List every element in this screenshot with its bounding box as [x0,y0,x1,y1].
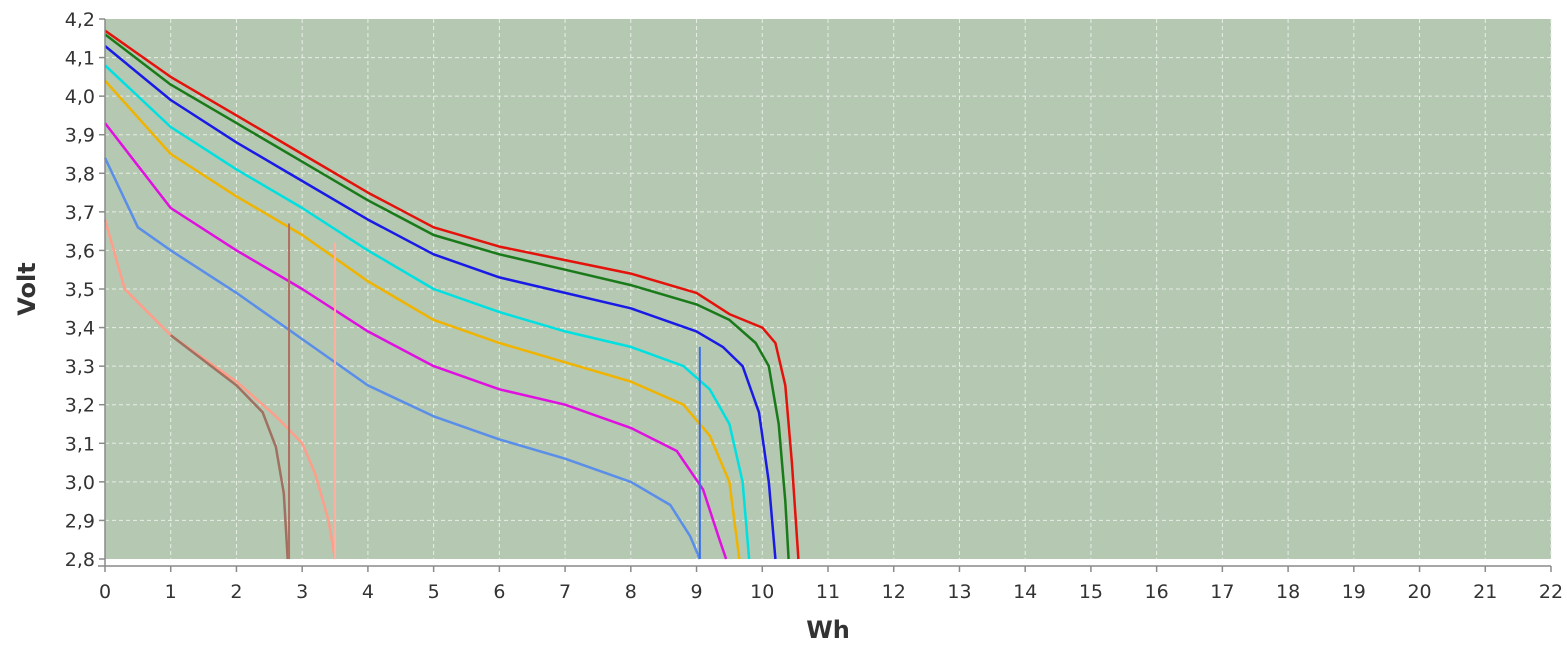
x-tick-label: 19 [1342,581,1366,603]
y-tick-label: 3,7 [65,202,95,224]
series-line [104,64,751,560]
x-tick-label: 2 [230,581,242,603]
y-tick-label: 4,1 [65,48,95,70]
x-tick-label: 6 [493,581,505,603]
x-tick-label: 5 [428,581,440,603]
y-tick-label: 3,9 [65,125,95,147]
x-tick-label: 9 [690,581,702,603]
x-tick-label: 13 [947,581,971,603]
x-tick-label: 3 [296,581,308,603]
y-tick-label: 3,2 [65,395,95,417]
y-tick-label: 3,4 [65,318,95,340]
y-axis-title: Volt [13,262,41,315]
x-tick-label: 10 [750,581,774,603]
x-tick-label: 1 [165,581,177,603]
x-tick-label: 0 [99,581,111,603]
series-line [104,79,741,560]
y-tick-label: 4,2 [65,9,95,31]
series-line [103,219,337,560]
series-line [169,334,289,560]
series-line [103,157,701,560]
x-tick-label: 14 [1013,581,1037,603]
x-tick-label: 7 [559,581,571,603]
x-tick-label: 12 [882,581,906,603]
axes [98,19,1551,567]
grid [105,19,1552,559]
x-tick-label: 18 [1276,581,1300,603]
series-line [104,29,800,560]
y-tick-label: 2,9 [65,510,95,532]
series-layer [103,29,800,560]
x-tick-label: 4 [362,581,374,603]
y-tick-label: 3,5 [65,279,95,301]
series-line [104,122,728,560]
x-tick-label: 15 [1079,581,1103,603]
x-axis-title: Wh [806,616,850,644]
x-tick-label: 17 [1210,581,1234,603]
x-tick-label: 22 [1539,581,1563,603]
y-tick-label: 3,1 [65,433,95,455]
y-tick-label: 3,0 [65,472,95,494]
series-line [104,33,790,560]
x-tick-label: 21 [1473,581,1497,603]
x-tick-label: 11 [816,581,840,603]
x-tick-label: 16 [1145,581,1169,603]
y-tick-label: 2,8 [65,549,95,571]
y-tick-label: 4,0 [65,86,95,108]
x-tick-label: 20 [1407,581,1431,603]
y-tick-label: 3,3 [65,356,95,378]
y-tick-label: 3,8 [65,163,95,185]
x-tick-label: 8 [625,581,637,603]
series-line [104,45,777,560]
y-tick-label: 3,6 [65,240,95,262]
tick-labels: 0 1 2 3 4 5 6 7 8 9 10 11 12 13 14 15 16 17 18 19 20 21 222,82… [65,9,1563,603]
